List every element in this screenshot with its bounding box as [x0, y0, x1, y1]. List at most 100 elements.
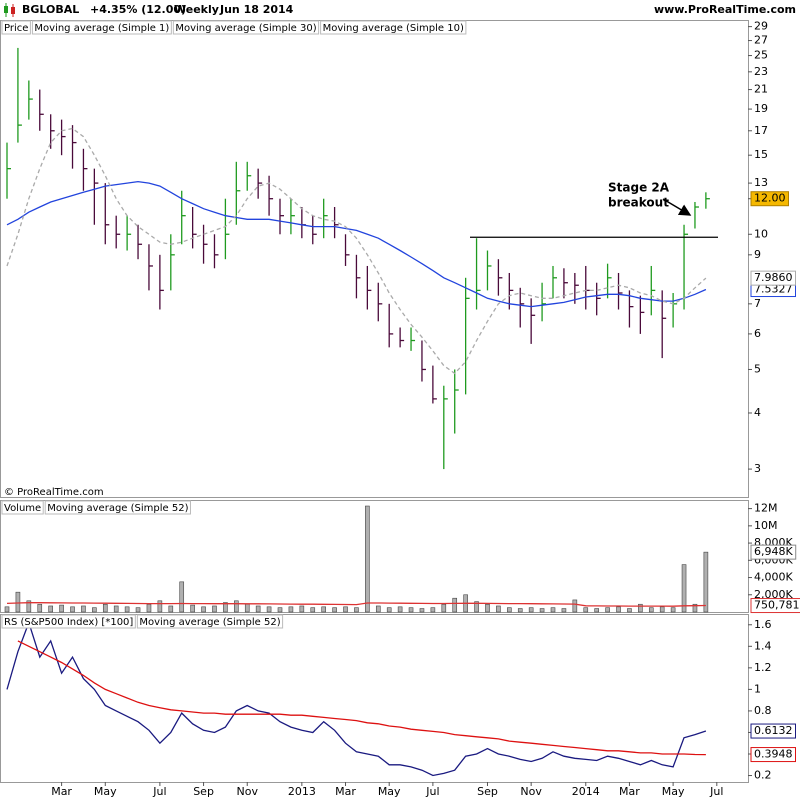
- y-tick-label: 23: [754, 65, 768, 78]
- volume-bar: [517, 608, 523, 613]
- period: Weekly: [174, 3, 219, 16]
- volume-bar: [474, 601, 479, 613]
- last-value-label: 7.9860: [754, 271, 793, 284]
- legend-box: [1, 614, 136, 629]
- volume-bar: [397, 606, 403, 613]
- legend-box: [320, 20, 467, 35]
- volume-bar: [223, 602, 228, 613]
- volume-bar: [81, 605, 86, 613]
- y-tick-label: 1.2: [754, 661, 772, 674]
- x-tick-label: Mar: [51, 785, 72, 798]
- volume-bar: [179, 581, 185, 613]
- x-tick-label: Sep: [193, 785, 214, 798]
- volume-bar: [190, 604, 195, 613]
- volume-bar: [4, 606, 10, 613]
- volume-bar: [627, 608, 632, 613]
- volume-bar: [441, 603, 447, 613]
- change: +4.35% (12.00): [90, 3, 186, 16]
- volume-bar: [343, 606, 348, 613]
- volume-bar: [648, 607, 654, 613]
- legend-entry: Moving average (Simple 30): [175, 23, 316, 34]
- x-tick-label: Nov: [237, 785, 259, 798]
- last-value-label: 7.5327: [754, 283, 793, 296]
- x-tick-label: Sep: [477, 785, 498, 798]
- volume-bar: [310, 607, 316, 613]
- y-tick-label: 1.6: [754, 618, 772, 631]
- volume-bar: [616, 606, 621, 613]
- last-value-label: 750,781: [754, 599, 800, 612]
- y-tick-label: 10M: [754, 519, 778, 532]
- legend-entry: Moving average (Simple 52): [47, 503, 188, 514]
- icon: [4, 6, 8, 13]
- volume-bar: [157, 600, 163, 613]
- x-tick-label: Nov: [520, 785, 542, 798]
- volume-bar: [354, 607, 359, 613]
- volume-bar: [102, 603, 108, 613]
- legend-box: [31, 20, 172, 35]
- x-tick-label: Jul: [425, 785, 439, 798]
- site: www.ProRealTime.com: [654, 3, 796, 16]
- y-tick-label: 9: [754, 248, 761, 261]
- x-tick-label: May: [662, 785, 685, 798]
- volume-bar: [277, 607, 283, 613]
- x-tick-label: Mar: [619, 785, 640, 798]
- y-tick-label: 0.2: [754, 769, 772, 782]
- legend-entry: Price: [4, 23, 28, 34]
- y-tick-label: 7: [754, 297, 761, 310]
- volume-bar: [507, 607, 512, 613]
- series-line: [6, 620, 707, 777]
- last-value-label: 6,948K: [754, 545, 793, 558]
- x-tick-label: Jul: [152, 785, 166, 798]
- volume-bar: [244, 603, 250, 613]
- volume-bar: [15, 591, 21, 613]
- y-tick-label: 25: [754, 49, 768, 62]
- volume-bar: [70, 606, 75, 613]
- y-tick-label: 1: [754, 682, 761, 695]
- volume-bar: [561, 608, 567, 613]
- volume-bar: [594, 608, 599, 613]
- last-value-box: [750, 544, 797, 560]
- volume-bar: [605, 607, 610, 613]
- volume-bar: [583, 607, 589, 613]
- legend-entry: Volume: [4, 503, 41, 514]
- volume-bar: [550, 607, 556, 613]
- volume-bar: [201, 606, 206, 613]
- volume-bar: [670, 607, 676, 613]
- y-tick-label: 5: [754, 362, 761, 375]
- volume-bar: [430, 607, 436, 613]
- legend-entry: Moving average (Simple 1): [34, 23, 169, 34]
- volume-bar: [681, 564, 687, 613]
- volume-bar: [92, 607, 97, 613]
- volume-bar: [496, 605, 501, 613]
- last-value-box: [750, 191, 789, 207]
- volume-bar: [408, 607, 414, 613]
- volume-bar: [266, 606, 272, 613]
- volume-bar: [692, 603, 698, 613]
- series-line: [6, 127, 707, 375]
- volume-bar: [659, 606, 665, 613]
- series-line: [6, 602, 706, 607]
- volume-bar: [539, 608, 545, 613]
- volume-bar: [48, 605, 53, 613]
- legend-box: [1, 500, 44, 515]
- volume-bar: [528, 607, 534, 613]
- y-tick-label: 3: [754, 462, 761, 475]
- legend-entry: Moving average (Simple 10): [323, 23, 464, 34]
- volume-bar: [299, 605, 305, 613]
- legend-entry: RS (S&P500 Index) [*100]: [4, 617, 133, 628]
- y-tick-label: 12M: [754, 502, 778, 515]
- volume-bar: [168, 605, 174, 613]
- volume-bar: [375, 605, 381, 613]
- series-line: [17, 640, 706, 756]
- volume-bar: [452, 597, 458, 613]
- volume-bar: [321, 606, 326, 613]
- y-tick-label: 10: [754, 227, 768, 240]
- annotation: Stage 2A: [608, 181, 670, 195]
- x-tick-label: 2014: [572, 785, 600, 798]
- y-tick-label: 1.4: [754, 639, 772, 652]
- volume-bar: [234, 600, 239, 613]
- legend-box: [136, 614, 284, 629]
- volume-bar: [288, 606, 294, 613]
